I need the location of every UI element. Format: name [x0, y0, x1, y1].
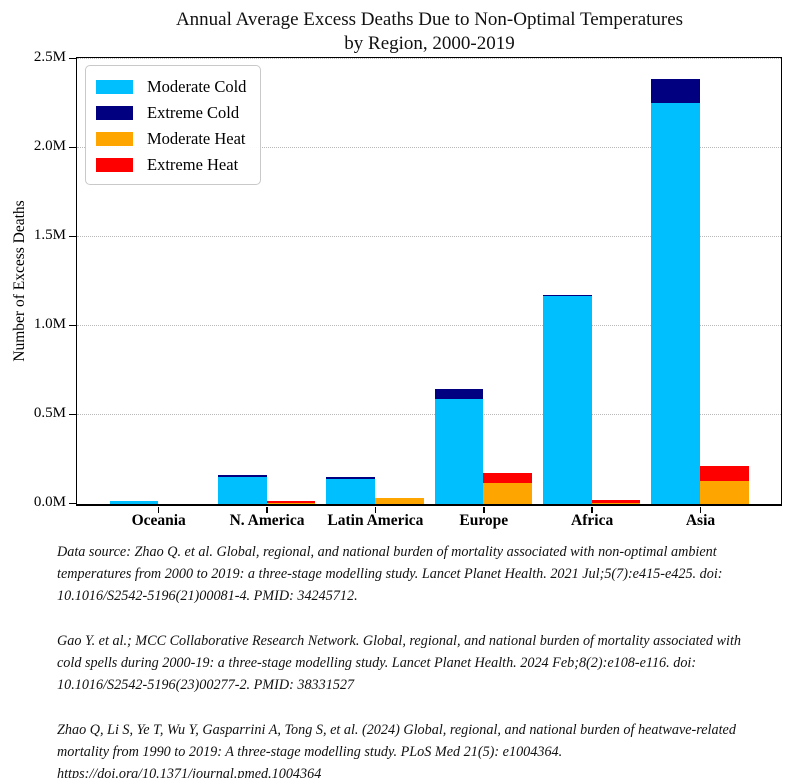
bar-segment-moderate-cold: [326, 479, 375, 504]
legend-item-extreme-cold: Extreme Cold: [96, 100, 246, 126]
y-tick-label: 1.0M: [33, 315, 66, 332]
chart-title-line2: by Region, 2000-2019: [344, 33, 515, 54]
x-tick-label-n-america: N. America: [229, 512, 305, 529]
y-tick-mark: [69, 502, 76, 505]
y-tick-label: 0.0M: [33, 493, 66, 510]
y-tick-label: 0.5M: [33, 404, 66, 421]
bar-segment-extreme-heat: [483, 473, 532, 483]
bar-segment-moderate-heat: [374, 497, 424, 504]
bar-segment-extreme-cold: [434, 389, 484, 399]
gridline: [77, 236, 781, 237]
bar-segment-extreme-heat: [266, 501, 316, 503]
bar-segment-moderate-cold: [109, 500, 159, 504]
chart-title: Annual Average Excess Deaths Due to Non-…: [77, 8, 782, 56]
legend-swatch: [96, 132, 133, 146]
y-tick-label: 2.5M: [33, 48, 66, 65]
bar-segment-extreme-cold: [217, 475, 267, 478]
x-tick-mark: [157, 507, 160, 513]
y-tick-label: 2.0M: [33, 137, 66, 154]
footer-citation-3: Zhao Q, Li S, Ye T, Wu Y, Gasparrini A, …: [57, 722, 736, 778]
x-tick-mark: [591, 507, 593, 513]
x-tick-mark: [266, 507, 268, 513]
legend-item-moderate-heat: Moderate Heat: [96, 126, 246, 152]
legend-label: Extreme Cold: [147, 103, 240, 122]
y-tick-mark: [69, 413, 76, 416]
bar-segment-moderate-heat: [591, 503, 641, 504]
footer-citation-1: Data source: Zhao Q. et al. Global, regi…: [57, 544, 723, 604]
bar-segment-moderate-heat: [483, 482, 532, 504]
legend: Moderate Cold Extreme Cold Moderate Heat Ex…: [85, 65, 262, 185]
bars-layer: [77, 58, 781, 504]
legend-label: Moderate Cold: [147, 77, 247, 96]
gridline: [77, 325, 781, 326]
x-tick-mark: [699, 507, 702, 513]
chart-title-line1: Annual Average Excess Deaths Due to Non-…: [175, 9, 684, 30]
plot-area: Moderate Cold Extreme Cold Moderate Heat Ex…: [76, 57, 782, 506]
x-tick-mark: [374, 507, 377, 513]
y-tick-mark: [69, 57, 76, 60]
legend-swatch: [96, 106, 133, 120]
footer: Data source: Zhao Q. et al. Global, regi…: [57, 541, 763, 778]
bar-segment-extreme-heat: [591, 500, 641, 504]
bar-segment-extreme-cold: [651, 79, 700, 104]
gridline: [77, 147, 781, 148]
bar-segment-moderate-cold: [651, 103, 700, 504]
legend-label: Moderate Heat: [147, 129, 246, 148]
y-tick-mark: [69, 324, 76, 327]
y-axis-label: Number of Excess Deaths: [11, 200, 28, 362]
x-tick-label-europe: Europe: [459, 512, 509, 529]
y-tick-label: 1.5M: [33, 226, 66, 243]
bar-segment-moderate-heat: [266, 502, 316, 504]
x-tick-label-asia: Asia: [685, 512, 716, 529]
x-tick-label-latin-america: Latin America: [327, 512, 424, 529]
legend-label: Extreme Heat: [147, 155, 239, 174]
x-tick-label-oceania: Oceania: [131, 512, 186, 529]
x-tick-mark: [482, 507, 485, 513]
legend-swatch: [96, 158, 133, 172]
y-tick-mark: [69, 146, 76, 149]
legend-swatch: [96, 80, 133, 94]
bar-segment-moderate-cold: [217, 477, 267, 504]
footer-citation-2: Gao Y. et al.; MCC Collaborative Researc…: [57, 633, 741, 693]
bar-segment-extreme-cold: [543, 294, 592, 297]
bar-segment-extreme-cold: [326, 477, 375, 480]
bar-segment-extreme-heat: [700, 465, 749, 481]
gridline: [77, 58, 781, 59]
gridline: [77, 414, 781, 415]
bar-segment-moderate-cold: [434, 398, 484, 504]
legend-item-extreme-heat: Extreme Heat: [96, 152, 246, 178]
x-tick-label-africa: Africa: [571, 512, 614, 529]
bar-segment-moderate-heat: [700, 480, 749, 504]
y-tick-mark: [69, 235, 76, 238]
legend-item-moderate-cold: Moderate Cold: [96, 74, 246, 100]
bar-segment-moderate-cold: [543, 296, 592, 504]
